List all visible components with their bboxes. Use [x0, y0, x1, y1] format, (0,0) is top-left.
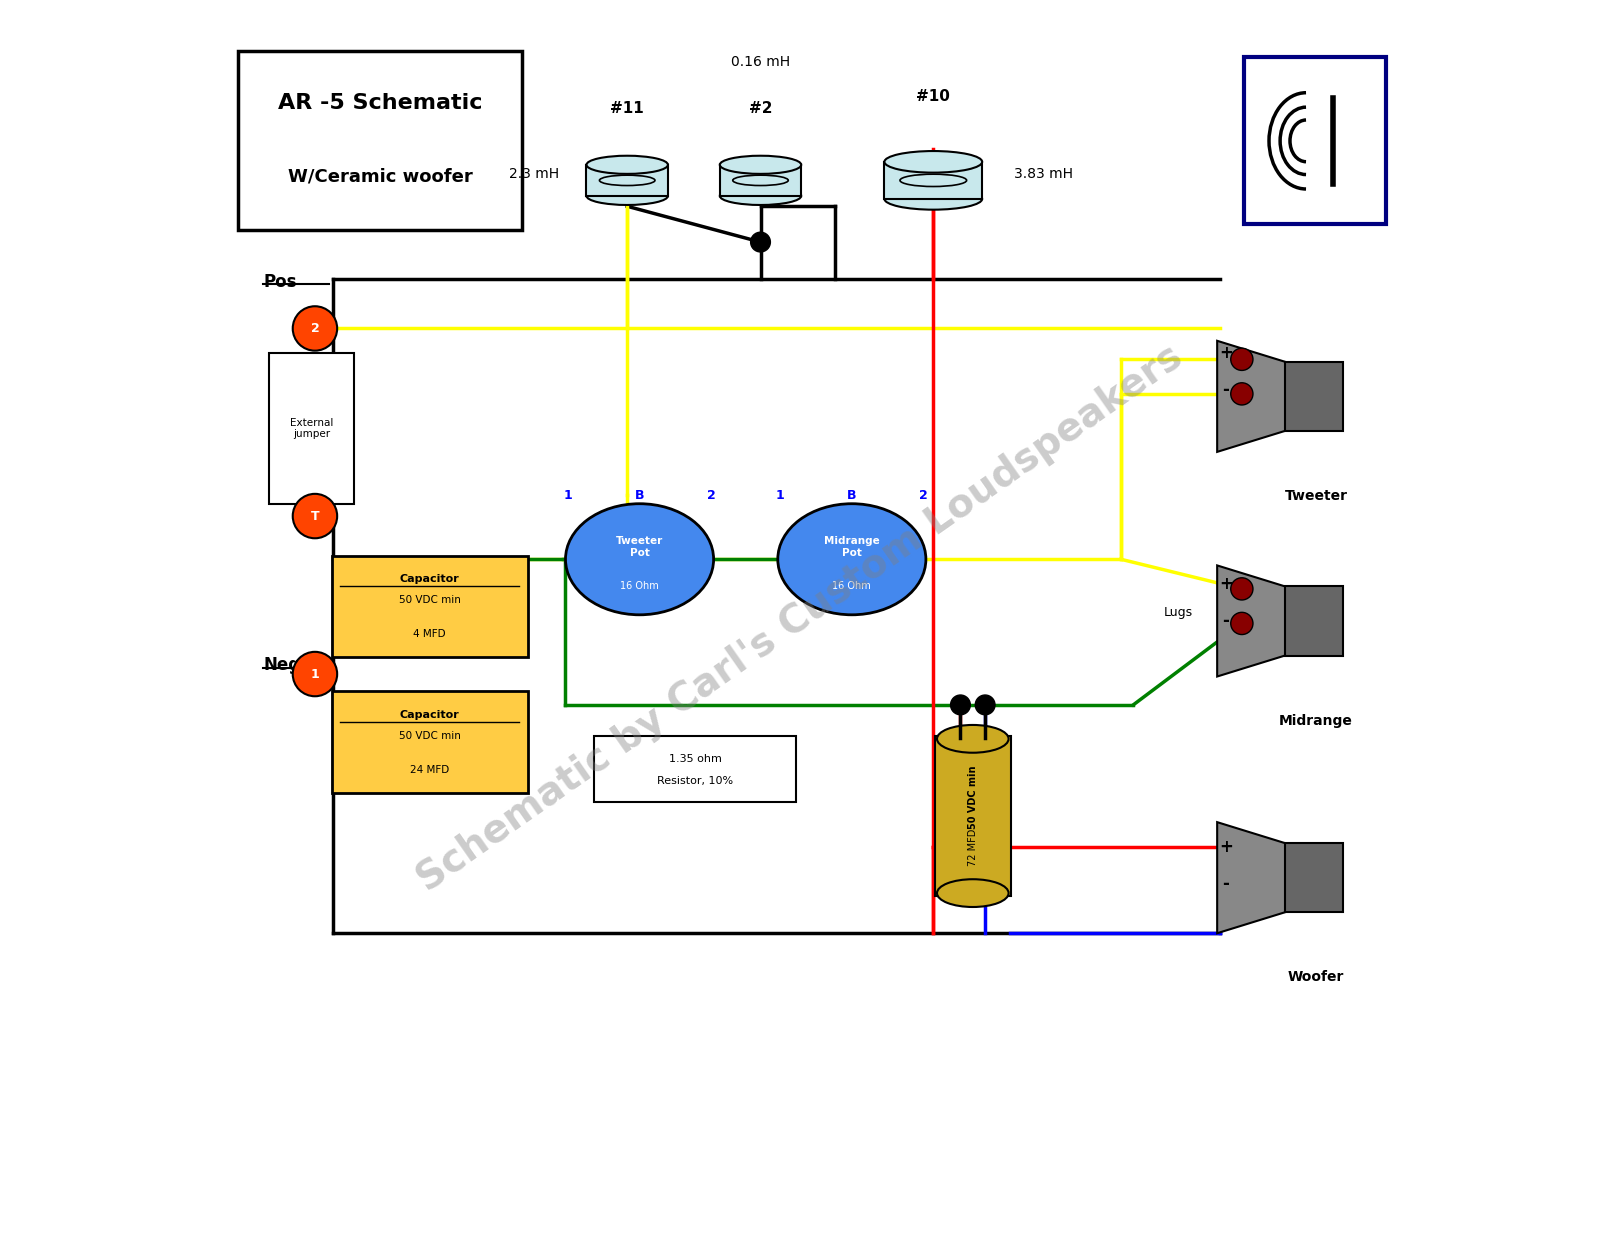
- Text: Lugs: Lugs: [1163, 606, 1192, 618]
- Text: +: +: [1219, 837, 1232, 856]
- Circle shape: [293, 652, 338, 696]
- Text: 50 VDC min: 50 VDC min: [398, 595, 461, 605]
- Text: AR -5 Schematic: AR -5 Schematic: [278, 93, 483, 113]
- Circle shape: [750, 233, 770, 252]
- Ellipse shape: [733, 176, 789, 186]
- Circle shape: [293, 307, 338, 350]
- Polygon shape: [587, 165, 667, 195]
- Ellipse shape: [778, 503, 926, 615]
- Polygon shape: [1285, 361, 1342, 430]
- Text: 24 MFD: 24 MFD: [410, 766, 450, 776]
- FancyBboxPatch shape: [238, 51, 522, 230]
- Text: 0.16 mH: 0.16 mH: [731, 56, 790, 69]
- Text: 16 Ohm: 16 Ohm: [621, 581, 659, 591]
- Text: T: T: [310, 510, 320, 522]
- FancyBboxPatch shape: [331, 691, 528, 793]
- Circle shape: [950, 695, 970, 715]
- Ellipse shape: [720, 187, 802, 205]
- Polygon shape: [720, 165, 802, 195]
- Text: W/Ceramic woofer: W/Ceramic woofer: [288, 168, 472, 186]
- Circle shape: [1230, 348, 1253, 370]
- Text: 2.3 mH: 2.3 mH: [509, 167, 560, 181]
- Text: 2: 2: [310, 322, 320, 335]
- Text: Tweeter: Tweeter: [1285, 489, 1347, 503]
- Text: #11: #11: [610, 101, 645, 116]
- FancyBboxPatch shape: [1245, 57, 1386, 224]
- Text: +: +: [1219, 344, 1232, 362]
- Ellipse shape: [899, 174, 966, 187]
- Polygon shape: [1218, 565, 1285, 677]
- Text: Midrange: Midrange: [1278, 714, 1354, 727]
- Text: 2: 2: [707, 489, 715, 501]
- FancyBboxPatch shape: [331, 555, 528, 657]
- Polygon shape: [885, 162, 982, 199]
- Text: 2: 2: [918, 489, 928, 501]
- Circle shape: [976, 695, 995, 715]
- Ellipse shape: [565, 503, 714, 615]
- Text: Midrange
Pot: Midrange Pot: [824, 536, 880, 558]
- Text: 16 Ohm: 16 Ohm: [832, 581, 872, 591]
- Polygon shape: [1285, 844, 1342, 912]
- FancyBboxPatch shape: [934, 736, 1011, 896]
- FancyBboxPatch shape: [594, 736, 797, 803]
- Ellipse shape: [938, 880, 1008, 907]
- Text: 1: 1: [776, 489, 784, 501]
- Circle shape: [1230, 612, 1253, 635]
- Text: Neg: Neg: [262, 657, 301, 674]
- Text: #2: #2: [749, 101, 773, 116]
- Text: Schematic by Carl's Custom Loudspeakers: Schematic by Carl's Custom Loudspeakers: [410, 338, 1190, 899]
- Text: 72 MFD: 72 MFD: [968, 828, 978, 866]
- Text: Pos: Pos: [262, 272, 296, 291]
- Ellipse shape: [720, 156, 802, 174]
- Text: Resistor, 10%: Resistor, 10%: [658, 777, 733, 787]
- Polygon shape: [1218, 823, 1285, 933]
- Text: 50 VDC min: 50 VDC min: [398, 731, 461, 741]
- Circle shape: [1230, 578, 1253, 600]
- Text: 1.35 ohm: 1.35 ohm: [669, 755, 722, 764]
- Text: +: +: [1219, 575, 1232, 593]
- Ellipse shape: [885, 151, 982, 173]
- Text: -: -: [1222, 381, 1229, 400]
- Text: -: -: [1222, 875, 1229, 893]
- Circle shape: [1230, 382, 1253, 404]
- Text: Woofer: Woofer: [1288, 970, 1344, 985]
- Text: Capacitor: Capacitor: [400, 710, 459, 720]
- Text: B: B: [846, 489, 856, 501]
- Text: External
jumper: External jumper: [290, 418, 333, 439]
- Text: Tweeter
Pot: Tweeter Pot: [616, 536, 662, 558]
- Text: 1: 1: [310, 668, 320, 680]
- FancyBboxPatch shape: [269, 353, 355, 503]
- Text: Capacitor: Capacitor: [400, 574, 459, 584]
- Ellipse shape: [587, 156, 667, 174]
- Ellipse shape: [587, 187, 667, 205]
- Text: -: -: [1222, 612, 1229, 630]
- Ellipse shape: [600, 176, 654, 186]
- Text: #10: #10: [917, 89, 950, 104]
- Text: 1: 1: [563, 489, 573, 501]
- Text: 4 MFD: 4 MFD: [413, 630, 446, 640]
- Text: B: B: [635, 489, 645, 501]
- Ellipse shape: [885, 188, 982, 209]
- Text: 3.83 mH: 3.83 mH: [1013, 167, 1072, 181]
- Polygon shape: [1285, 586, 1342, 656]
- Circle shape: [293, 494, 338, 538]
- Ellipse shape: [938, 725, 1008, 753]
- Text: 50 VDC min: 50 VDC min: [968, 766, 978, 829]
- Polygon shape: [1218, 341, 1285, 452]
